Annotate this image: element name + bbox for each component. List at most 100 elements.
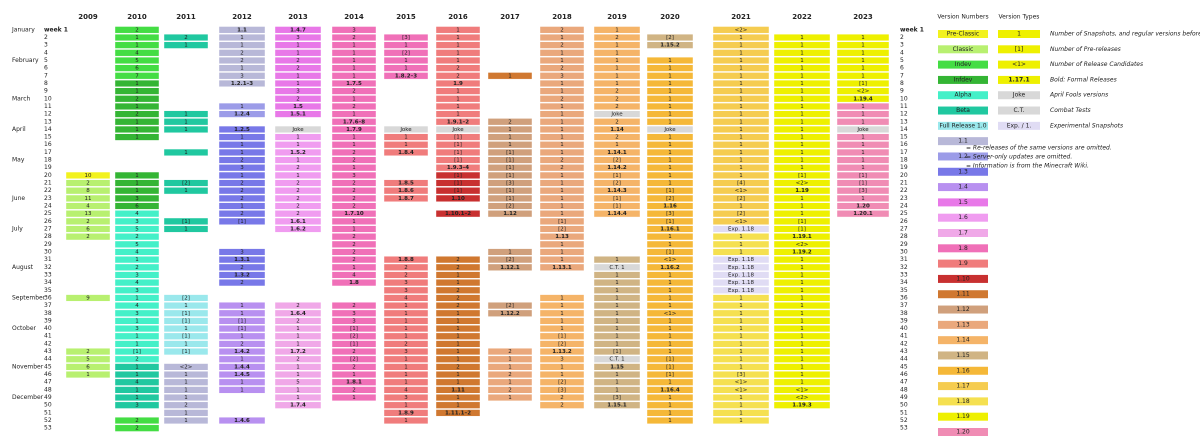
version-cell — [646, 64, 694, 72]
version-cell — [712, 171, 770, 179]
version-cell — [836, 33, 890, 42]
version-cell — [712, 49, 770, 57]
cell-label: 2 — [135, 265, 139, 271]
cell-label: 3 — [404, 349, 408, 355]
cell-label: 4 — [135, 380, 139, 386]
version-cell — [712, 156, 770, 164]
legend-label: 1.9 — [958, 260, 968, 267]
version-cell — [487, 363, 533, 371]
cell-label: 1 — [615, 318, 619, 324]
cell-label: <2> — [735, 27, 748, 33]
version-cell — [712, 279, 770, 287]
version-cell — [646, 317, 694, 325]
version-cell — [836, 87, 890, 95]
cell-label: 1 — [800, 96, 804, 102]
version-cell — [65, 210, 111, 218]
year-header: 2011 — [176, 13, 196, 21]
version-cell — [836, 148, 890, 156]
version-cell — [773, 325, 831, 333]
cell-label: 1.16 — [663, 204, 677, 210]
version-cell — [593, 187, 641, 195]
week-label: 20 — [900, 172, 908, 179]
cell-label: [1] — [558, 219, 566, 225]
cell-label: [2] — [613, 181, 621, 187]
cell-label: 1 — [861, 50, 865, 56]
cell-label: 2 — [615, 135, 619, 141]
version-cell — [712, 41, 770, 49]
cell-label: 1 — [240, 357, 244, 363]
week-label: 24 — [44, 203, 52, 210]
version-cell — [435, 171, 481, 179]
version-cell — [435, 332, 481, 340]
type-swatch — [998, 75, 1040, 84]
version-cell — [593, 64, 641, 72]
version-cell — [539, 72, 585, 80]
legend-label: 1.17 — [956, 383, 970, 390]
cell-label: 1.11.1–2 — [445, 410, 471, 416]
version-cell — [331, 95, 377, 103]
version-cell — [218, 194, 266, 202]
cell-label: 1 — [739, 43, 743, 49]
cell-label: [1] — [613, 196, 621, 202]
cell-label: 1 — [739, 50, 743, 56]
cell-label: 1.4.5 — [234, 372, 250, 378]
cell-label: [1] — [859, 173, 867, 179]
version-cell — [646, 72, 694, 80]
cell-label: 2 — [296, 357, 300, 363]
cell-label: 1 — [800, 196, 804, 202]
cell-label: 1 — [739, 35, 743, 41]
cell-label: 1 — [135, 188, 139, 194]
cell-label: 1 — [240, 387, 244, 393]
version-cell — [593, 386, 641, 394]
version-cell — [65, 233, 111, 241]
version-cell — [435, 56, 481, 65]
year-header: 2016 — [448, 13, 468, 21]
cell-label: 1 — [739, 58, 743, 64]
week-label: 30 — [44, 248, 52, 255]
cell-label: 2 — [352, 196, 356, 202]
cell-label: [1] — [133, 349, 141, 355]
cell-label: 2 — [615, 96, 619, 102]
version-cell — [331, 393, 377, 402]
version-cell — [646, 332, 694, 340]
month-label: May — [12, 157, 25, 164]
cell-label: 2 — [240, 265, 244, 271]
version-cell — [331, 202, 377, 210]
cell-label: 2 — [560, 165, 564, 171]
week-label: 48 — [44, 386, 52, 393]
type-swatch — [998, 45, 1040, 54]
type-swatch — [998, 60, 1040, 69]
version-cell — [218, 164, 266, 172]
cell-label: 1 — [739, 204, 743, 210]
cell-label: 1 — [240, 173, 244, 179]
version-cell — [712, 202, 770, 210]
cell-label: 1 — [668, 349, 672, 355]
version-cell — [773, 393, 831, 402]
cell-label: 2 — [240, 341, 244, 347]
version-cell — [274, 133, 322, 141]
cell-label: <1> — [735, 380, 748, 386]
cell-label: 1 — [296, 387, 300, 393]
version-cell — [163, 179, 209, 187]
version-cell — [218, 133, 266, 141]
version-cell — [274, 87, 322, 95]
cell-label: 1 — [668, 318, 672, 324]
version-cell — [773, 279, 831, 287]
cell-label: 1.2.5 — [234, 127, 250, 133]
version-cell — [646, 125, 694, 133]
version-cell — [646, 279, 694, 287]
cell-label: [1] — [506, 196, 514, 202]
version-cell — [773, 148, 831, 156]
week-label: 9 — [900, 88, 904, 95]
version-cell — [218, 332, 266, 340]
cell-label: 1 — [861, 73, 865, 79]
cell-label: 1 — [668, 58, 672, 64]
version-cell — [383, 371, 429, 379]
cell-label: 2 — [86, 234, 90, 240]
cell-label: [3] — [558, 387, 566, 393]
cell-label: 1 — [739, 127, 743, 133]
version-cell — [274, 202, 322, 210]
version-cell — [435, 141, 481, 149]
version-cell — [539, 325, 585, 333]
cell-label: 4 — [135, 50, 139, 56]
